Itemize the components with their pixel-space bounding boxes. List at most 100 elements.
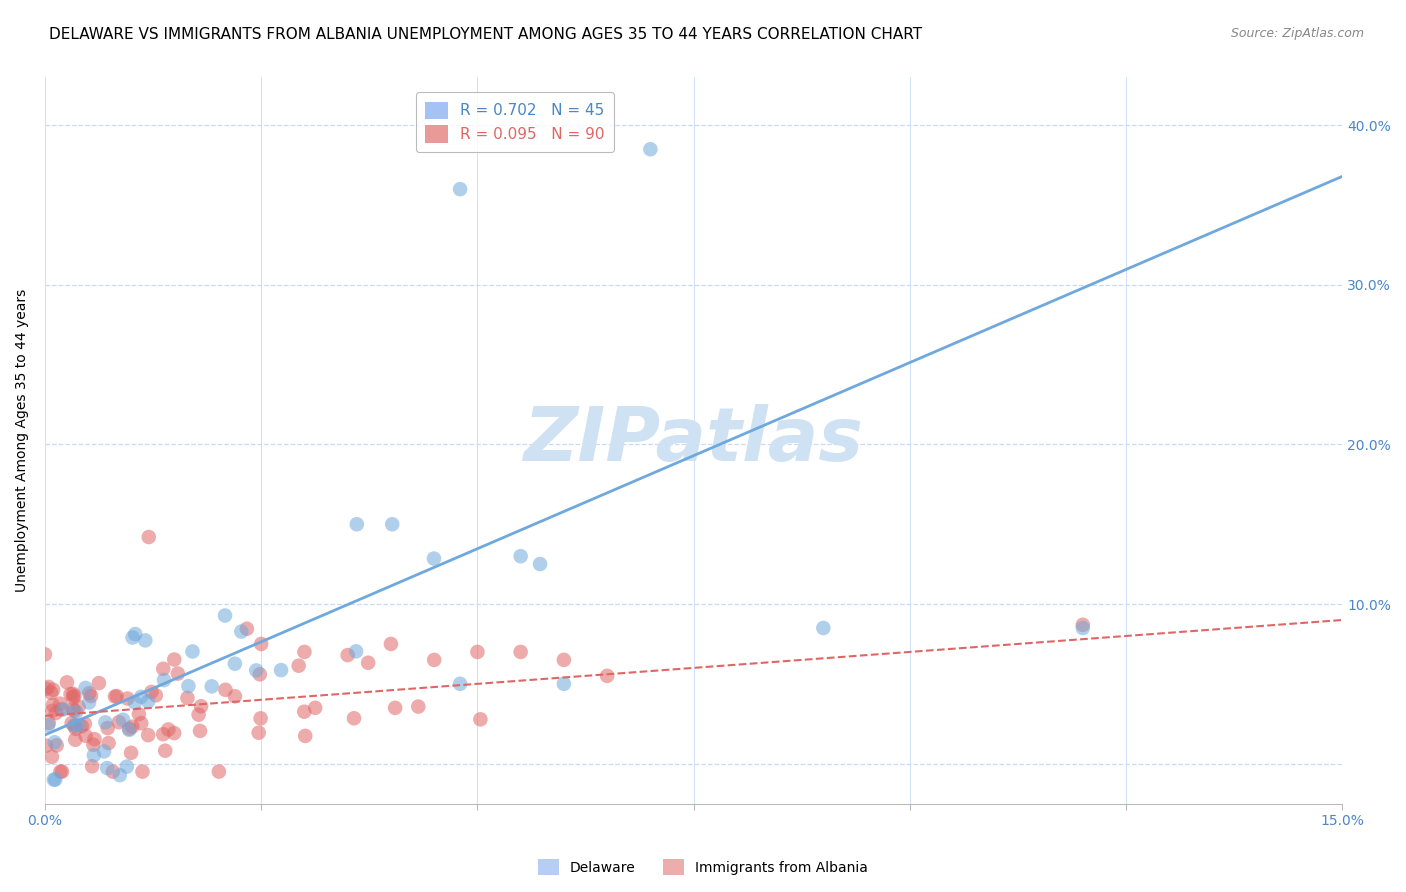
Point: [108, 715, 131, 730]
Point: [236, 622, 259, 636]
Point: [344, 644, 367, 658]
Point: [224, 690, 246, 704]
Point: [157, 723, 180, 737]
Point: [87, 676, 110, 690]
Point: [129, 690, 152, 704]
Point: [153, 673, 176, 687]
Point: [39, 686, 62, 700]
Point: [41, 749, 63, 764]
Point: [152, 727, 174, 741]
Point: [67, 718, 90, 732]
Point: [45, 739, 67, 753]
Point: [44, 735, 66, 749]
Point: [181, 644, 204, 658]
Point: [73, 717, 96, 731]
Point: [70, 719, 93, 733]
Point: [80, 759, 103, 773]
Point: [136, 694, 159, 708]
Point: [188, 723, 211, 738]
Point: [104, 690, 127, 704]
Point: [63, 704, 86, 718]
Point: [145, 689, 167, 703]
Text: DELAWARE VS IMMIGRANTS FROM ALBANIA UNEMPLOYMENT AMONG AGES 35 TO 44 YEARS CORRE: DELAWARE VS IMMIGRANTS FROM ALBANIA UNEM…: [49, 27, 922, 42]
Point: [224, 657, 246, 671]
Point: [37, 718, 59, 732]
Point: [42, 772, 65, 787]
Point: [94, 715, 117, 730]
Point: [63, 689, 86, 703]
Point: [63, 719, 86, 733]
Point: [75, 681, 97, 695]
Point: [467, 645, 489, 659]
Point: [294, 645, 316, 659]
Point: [115, 759, 138, 773]
Point: [294, 729, 316, 743]
Point: [166, 666, 188, 681]
Point: [155, 744, 177, 758]
Point: [105, 689, 128, 703]
Point: [62, 687, 84, 701]
Point: [112, 713, 135, 727]
Point: [136, 728, 159, 742]
Point: [80, 689, 103, 703]
Point: [97, 736, 120, 750]
Point: [108, 768, 131, 782]
Point: [124, 627, 146, 641]
Point: [62, 702, 84, 716]
Point: [245, 664, 267, 678]
Point: [247, 725, 270, 739]
Point: [231, 624, 253, 639]
Legend: Delaware, Immigrants from Albania: Delaware, Immigrants from Albania: [533, 854, 873, 880]
Point: [56, 675, 79, 690]
Text: Source: ZipAtlas.com: Source: ZipAtlas.com: [1230, 27, 1364, 40]
Point: [553, 653, 575, 667]
Point: [423, 653, 446, 667]
Point: [49, 697, 72, 711]
Point: [118, 723, 141, 737]
Point: [343, 711, 366, 725]
Point: [357, 656, 380, 670]
Point: [124, 696, 146, 710]
Point: [83, 732, 105, 747]
Point: [93, 744, 115, 758]
Point: [336, 648, 359, 662]
Point: [79, 686, 101, 700]
Point: [59, 687, 82, 701]
Point: [249, 711, 271, 725]
Text: ZIPatlas: ZIPatlas: [523, 404, 863, 477]
Point: [163, 652, 186, 666]
Point: [42, 698, 65, 712]
Point: [529, 557, 551, 571]
Point: [249, 667, 271, 681]
Y-axis label: Unemployment Among Ages 35 to 44 years: Unemployment Among Ages 35 to 44 years: [15, 289, 30, 592]
Point: [214, 608, 236, 623]
Point: [96, 761, 118, 775]
Point: [304, 700, 326, 714]
Point: [470, 712, 492, 726]
Point: [384, 701, 406, 715]
Point: [509, 645, 531, 659]
Point: [141, 685, 163, 699]
Point: [187, 707, 209, 722]
Point: [44, 772, 66, 787]
Point: [287, 658, 309, 673]
Point: [34, 648, 56, 662]
Point: [51, 702, 73, 716]
Point: [292, 705, 315, 719]
Point: [41, 704, 63, 718]
Point: [101, 764, 124, 779]
Point: [813, 621, 835, 635]
Point: [117, 691, 139, 706]
Point: [38, 715, 60, 730]
Point: [51, 764, 73, 779]
Point: [201, 679, 224, 693]
Point: [75, 729, 97, 743]
Point: [1071, 617, 1094, 632]
Point: [408, 699, 430, 714]
Point: [270, 663, 292, 677]
Legend: R = 0.702   N = 45, R = 0.095   N = 90: R = 0.702 N = 45, R = 0.095 N = 90: [416, 93, 614, 152]
Point: [121, 720, 143, 734]
Point: [214, 682, 236, 697]
Point: [553, 677, 575, 691]
Point: [208, 764, 231, 779]
